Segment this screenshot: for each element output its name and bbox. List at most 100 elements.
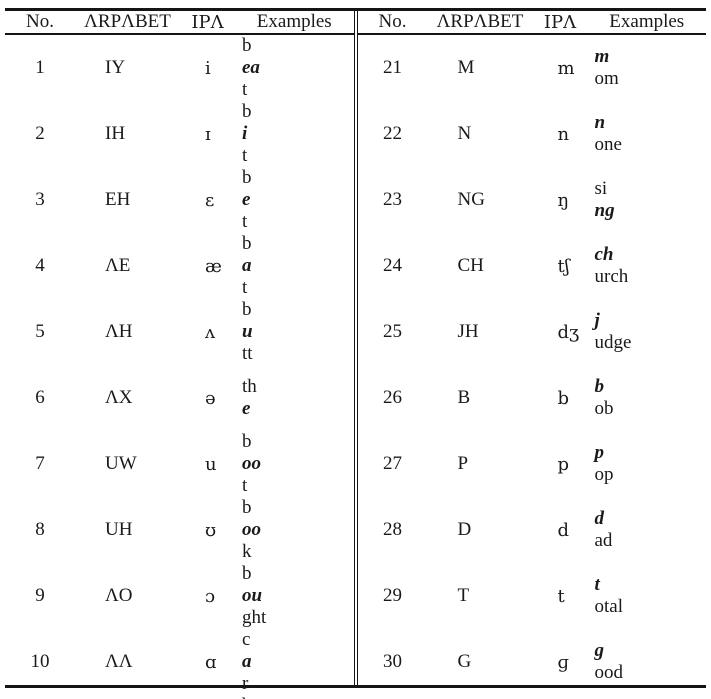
example-cell: p op: [588, 442, 707, 486]
table-header-row: No. ΛRPΛBET IPΛ Examples: [357, 11, 706, 35]
example-cell: b oo k: [235, 497, 354, 563]
example-cell: b ea t: [235, 35, 354, 101]
row-number-cell: 27: [383, 453, 402, 474]
arpabet-cell: N: [457, 123, 472, 144]
row-number-cell: 9: [35, 585, 45, 606]
row-number-cell: 26: [383, 387, 402, 408]
example-emphasis: ea: [242, 57, 260, 78]
example-emphasis: i: [242, 123, 248, 144]
ipa-cell: ɔ: [205, 585, 216, 607]
row-number-cell: 30: [383, 651, 402, 672]
header-no: No.: [26, 11, 54, 32]
example-cell: ch urch: [588, 244, 707, 288]
ipa-cell: b: [557, 387, 570, 409]
row-number-cell: 5: [35, 321, 45, 342]
ipa-cell: ɛ: [205, 189, 215, 211]
arpabet-cell: P: [457, 453, 469, 474]
ipa-cell: ɡ: [557, 651, 570, 673]
ipa-cell: u: [205, 453, 217, 475]
row-number-cell: 29: [383, 585, 402, 606]
arpabet-cell: B: [457, 387, 471, 408]
example-cell: m om: [588, 46, 707, 90]
arpabet-cell: D: [457, 519, 472, 540]
table-left-half: No. ΛRPΛBET IPΛ Examples 1 IY i b ea t 2 IH ɪ b i t…: [5, 11, 354, 699]
table-row: 3 EH ɛ b e t: [5, 167, 354, 233]
example-emphasis: d: [594, 508, 605, 529]
row-number-cell: 1: [35, 57, 45, 78]
table-row: 31Kkkick: [358, 695, 707, 699]
ipa-cell: tʃ: [557, 255, 570, 277]
example-cell: th e: [235, 376, 354, 420]
row-number-cell: 21: [383, 57, 402, 78]
table-body-left: 1 IY i b ea t 2 IH ɪ b i t 3 EH ɛ b e t 4 ΛE æ b a t 5 ΛH ʌ b u tt 6 ΛX…: [5, 35, 354, 699]
example-emphasis: ou: [242, 585, 263, 606]
example-emphasis: n: [594, 112, 606, 133]
ipa-cell: ə: [205, 387, 216, 409]
arpabet-cell: JH: [457, 321, 479, 342]
row-number-cell: 6: [35, 387, 45, 408]
ipa-cell: ɑ: [205, 651, 217, 673]
ipa-cell: ʊ: [205, 519, 217, 541]
table-row: 24 CH tʃ ch urch: [358, 233, 707, 299]
row-number-cell: 4: [35, 255, 45, 276]
ipa-cell: dʒ: [557, 321, 580, 343]
arpabet-cell: IH: [105, 123, 126, 144]
row-number-cell: 8: [35, 519, 45, 540]
row-number-cell: 10: [30, 651, 50, 672]
example-cell: b oo t: [235, 431, 354, 497]
header-examples: Examples: [609, 11, 685, 32]
ipa-cell: i: [205, 57, 211, 79]
row-number-cell: 25: [383, 321, 402, 342]
table-row: 23 NG ŋ si ng: [358, 167, 707, 233]
example-emphasis: ch: [594, 244, 614, 265]
example-cell: g ood: [588, 640, 707, 684]
example-cell: d ad: [588, 508, 707, 552]
arpabet-cell: UH: [105, 519, 133, 540]
arpabet-cell: NG: [457, 189, 485, 210]
example-cell: t otal: [588, 574, 707, 618]
arpabet-cell: T: [457, 585, 470, 606]
example-cell: b u tt: [235, 299, 354, 365]
table-row: 8 UH ʊ b oo k: [5, 497, 354, 563]
example-emphasis: oo: [242, 453, 261, 474]
example-emphasis: e: [242, 189, 251, 210]
example-emphasis: b: [594, 376, 605, 397]
example-emphasis: a: [242, 651, 252, 672]
header-no: No.: [378, 11, 407, 32]
arpabet-ipa-table: No. ΛRPΛBET IPΛ Examples 1 IY i b ea t 2 IH ɪ b i t…: [5, 8, 707, 699]
table-row: 1 IY i b ea t: [5, 35, 354, 101]
arpabet-cell: EH: [105, 189, 131, 210]
table-header-row: No. ΛRPΛBET IPΛ Examples: [5, 11, 354, 35]
arpabet-cell: IY: [105, 57, 126, 78]
row-number-cell: 7: [35, 453, 45, 474]
table-row: 9 ΛO ɔ b ou ght: [5, 563, 354, 629]
ipa-cell: ŋ: [557, 189, 570, 211]
table-row: 25 JH dʒ j udge: [358, 299, 707, 365]
example-emphasis: g: [594, 640, 605, 661]
arpabet-cell: CH: [457, 255, 484, 276]
example-emphasis: p: [594, 442, 605, 463]
table-row: 7 UW u b oo t: [5, 431, 354, 497]
header-arpabet: ΛRPΛBET: [436, 11, 524, 32]
example-cell: si ng: [588, 178, 707, 222]
table-row: 10 ΛΛ ɑ c a r: [5, 629, 354, 695]
ipa-cell: ʌ: [205, 321, 216, 343]
header-ipa: IPΛ: [543, 11, 577, 33]
header-examples: Examples: [256, 11, 332, 32]
example-cell: b ou ght: [235, 563, 354, 629]
arpabet-cell: G: [457, 651, 472, 672]
ipa-cell: t: [557, 585, 565, 607]
arpabet-cell: ΛO: [105, 585, 133, 606]
example-emphasis: j: [594, 310, 600, 331]
header-arpabet: ΛRPΛBET: [84, 11, 171, 32]
